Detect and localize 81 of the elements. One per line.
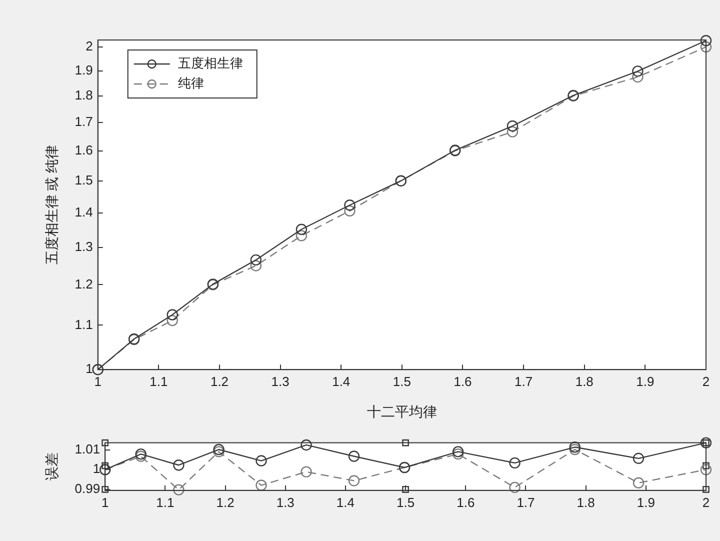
point [296,230,308,242]
y-tick-label: 1.8 [74,88,93,103]
y-tick-label: 1.01 [74,441,100,456]
point [296,224,308,235]
point [256,480,267,491]
point [506,126,518,138]
point [509,457,520,469]
y-tick-label: 1.6 [74,142,93,158]
x-axis-title: 十二平均律 [366,403,437,420]
y-axis-title: 误差 [43,452,60,481]
point [632,452,644,464]
x-tick-label: 1.9 [636,494,655,510]
x-tick-label: 1.7 [516,494,535,510]
x-tick-label: 1.1 [156,494,174,510]
x-tick-label: 1.4 [336,494,354,510]
point [173,460,184,471]
y-tick-label: 1 [86,361,93,376]
point [452,446,464,458]
x-tick-label: 1.9 [636,374,654,389]
point [402,439,409,446]
legend-label: 五度相生律 [178,56,243,71]
x-tick-label: 1.2 [210,374,229,389]
point [256,455,267,466]
x-tick-label: 1.3 [276,494,294,510]
point [166,309,178,320]
x-tick-label: 2 [702,494,710,510]
point [344,205,356,216]
point [166,314,178,326]
point [569,442,580,453]
x-tick-label: 1.3 [271,374,290,389]
point [135,448,146,460]
point [632,66,644,77]
point [102,462,109,470]
y-tick-label: 1.2 [74,276,93,292]
point [700,41,712,53]
x-tick-label: 1.8 [576,494,595,510]
point [509,482,520,494]
y-tick-label: 2 [86,38,93,54]
x-tick-label: 1.5 [392,374,411,389]
point [506,120,518,132]
x-tick-label: 1.6 [456,494,475,510]
point [173,484,184,496]
y-tick-label: 1.7 [74,114,93,130]
y-tick-label: 1.3 [74,239,93,254]
x-tick-label: 1.2 [216,494,234,510]
x-tick-label: 1.5 [396,494,415,510]
point [348,450,360,462]
point [700,35,712,46]
x-tick-label: 1.8 [575,374,594,389]
point [300,439,312,451]
y-tick-label: 0.99 [74,480,100,496]
x-tick-label: 2 [702,374,710,389]
x-tick-label: 1.1 [150,374,168,389]
y-axis-title: 五度相生律 或 纯律 [43,144,60,265]
point [702,462,710,470]
x-tick-label: 1.7 [514,374,533,389]
x-tick-label: 1.4 [332,374,350,389]
point [632,71,644,83]
point [702,486,710,493]
point [344,200,356,211]
y-tick-label: 1.4 [74,204,93,220]
point [402,486,409,493]
point [300,466,312,478]
point [700,437,712,448]
point [250,254,262,266]
y-tick-label: 1.1 [74,316,93,332]
y-tick-label: 1.9 [74,62,93,78]
point [213,446,224,458]
point [569,444,580,456]
x-tick-label: 1.6 [454,374,472,389]
point [632,477,644,488]
legend-label: 纯律 [178,76,204,91]
point [135,450,146,462]
point [213,444,224,456]
point [348,475,360,486]
point [452,448,464,460]
point [700,464,712,476]
point [102,439,109,446]
y-tick-label: 1 [92,461,100,476]
y-tick-label: 1.5 [74,172,93,188]
point [250,260,262,272]
